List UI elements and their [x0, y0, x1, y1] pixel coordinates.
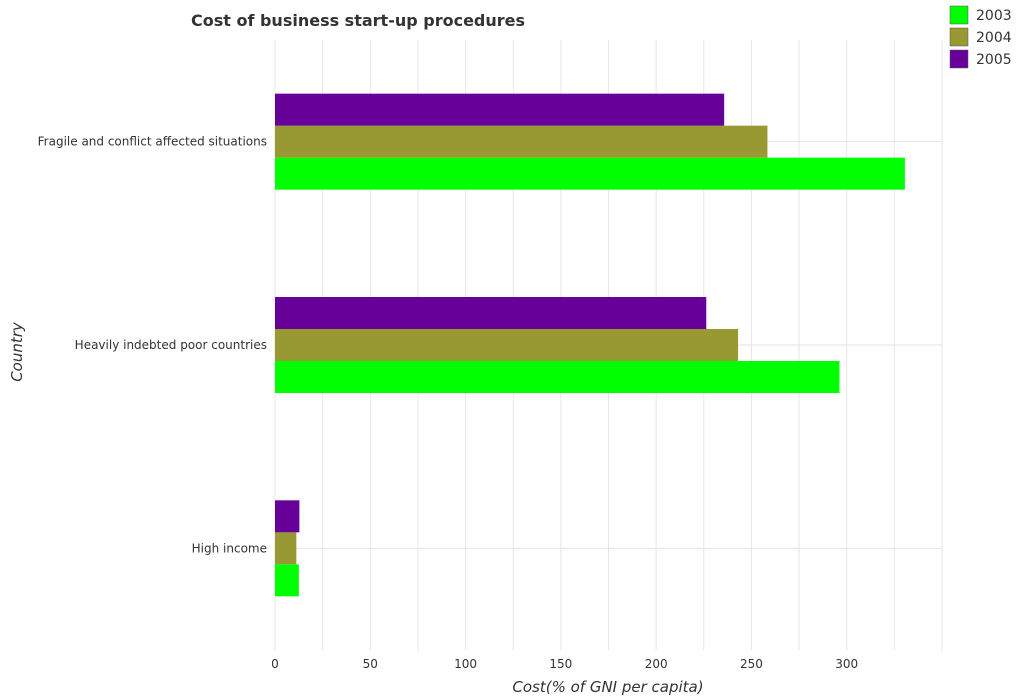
- x-tick-label: 0: [271, 657, 279, 671]
- x-tick-label: 250: [740, 657, 763, 671]
- x-tick-label: 150: [549, 657, 572, 671]
- legend-label-2003: 2003: [976, 8, 1012, 24]
- bar-2003-high-income: [275, 564, 299, 597]
- legend-swatch-2005: [949, 49, 969, 69]
- x-tick-label: 50: [363, 657, 378, 671]
- y-tick-label: High income: [192, 541, 267, 555]
- y-axis-label: Country: [8, 321, 26, 382]
- bar-2004-fragile-and-conflict-affected-situations: [275, 125, 768, 158]
- legend: 2003 2004 2005: [949, 5, 1012, 69]
- y-tick-label: Heavily indebted poor countries: [75, 338, 267, 352]
- bar-2004-heavily-indebted-poor-countries: [275, 329, 739, 361]
- bars: [275, 93, 905, 597]
- y-tick-label: Fragile and conflict affected situations: [38, 135, 267, 149]
- bar-2003-fragile-and-conflict-affected-situations: [275, 157, 905, 190]
- legend-label-2004: 2004: [976, 30, 1012, 46]
- x-tick-label: 200: [645, 657, 668, 671]
- legend-label-2005: 2005: [976, 52, 1012, 68]
- legend-swatch-2003: [949, 5, 969, 25]
- bar-2005-fragile-and-conflict-affected-situations: [275, 93, 725, 126]
- bar-2004-high-income: [275, 532, 297, 565]
- chart-title: Cost of business start-up procedures: [191, 11, 525, 30]
- x-axis-ticks: 0 50 100 150 200 250 300: [271, 657, 858, 671]
- x-axis-label: Cost(% of GNI per capita): [512, 678, 703, 696]
- legend-swatch-2004: [949, 27, 969, 47]
- x-tick-label: 300: [835, 657, 858, 671]
- y-axis-ticks: Fragile and conflict affected situations…: [38, 135, 267, 556]
- bar-2003-heavily-indebted-poor-countries: [275, 361, 840, 393]
- x-tick-label: 100: [454, 657, 477, 671]
- bar-2005-high-income: [275, 500, 300, 533]
- bar-2005-heavily-indebted-poor-countries: [275, 297, 707, 329]
